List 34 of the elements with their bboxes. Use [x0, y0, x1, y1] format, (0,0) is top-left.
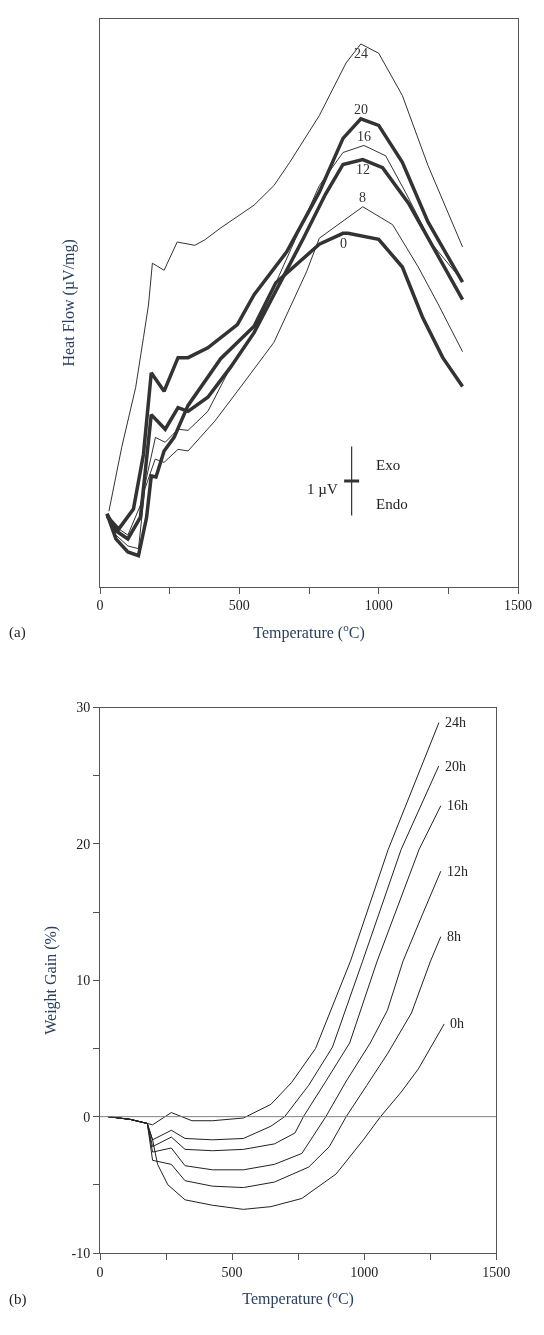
x-tick-label: 0 — [96, 1264, 104, 1280]
x-tick-label: 1500 — [504, 598, 532, 614]
text: (b) — [9, 1291, 27, 1308]
series-label: 0 — [340, 236, 347, 251]
series-label: 20h — [445, 759, 466, 774]
series-label: 16h — [447, 798, 468, 813]
x-axis-title: Temperature ($^{o}$C) — [242, 1287, 354, 1309]
y-tick-label: 30 — [76, 700, 91, 716]
y-tick-label: -10 — [71, 1245, 91, 1261]
x-tick-label: 1500 — [482, 1264, 511, 1280]
annotation: 1 µV — [307, 481, 338, 497]
x-tick-label: 1000 — [364, 598, 393, 614]
series-label: 24 — [354, 46, 368, 61]
annotation: Endo — [376, 496, 408, 512]
series-label: 20 — [354, 102, 368, 117]
x-tick-label: 500 — [228, 598, 250, 614]
series-label: 12h — [447, 864, 468, 879]
y-tick-label: 10 — [76, 973, 91, 989]
y-tick-label: 20 — [76, 836, 91, 852]
y-axis-title: Heat Flow (µV/mg) — [59, 239, 78, 367]
series-label: 24h — [445, 715, 466, 730]
x-axis-title: Temperature ($^{o}$C) — [253, 621, 365, 643]
y-tick-label: 0 — [83, 1109, 91, 1125]
text: (a) — [9, 624, 26, 641]
series-label: 0h — [450, 1016, 464, 1031]
series-label: 8h — [447, 929, 461, 944]
x-tick-label: 0 — [96, 598, 104, 614]
series-label: 16 — [357, 129, 371, 144]
series-label: 8 — [359, 190, 366, 205]
annotation: Exo — [376, 457, 401, 473]
x-tick-label: 1000 — [350, 1264, 379, 1280]
series-label: 12 — [356, 162, 370, 177]
x-tick-label: 500 — [221, 1264, 243, 1280]
y-axis-title: Weight Gain (%) — [42, 925, 61, 1035]
